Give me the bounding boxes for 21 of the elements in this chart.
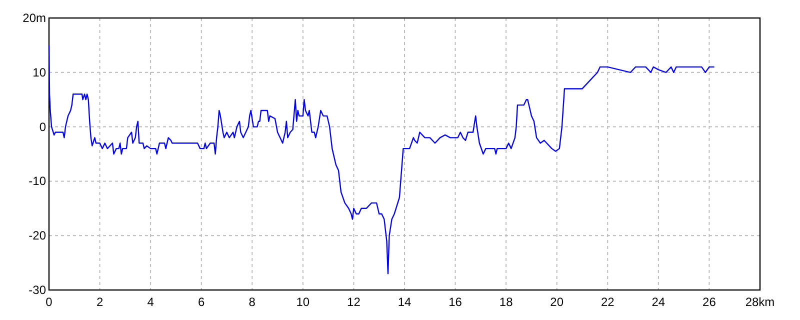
x-tick-label: 6 xyxy=(198,295,206,309)
x-tick-label: 8 xyxy=(248,295,256,309)
x-tick-label: 28km xyxy=(745,295,775,309)
y-tick-label: 10 xyxy=(32,65,46,80)
x-tick-label: 24 xyxy=(652,295,666,309)
x-tick-label: 12 xyxy=(347,295,361,309)
x-tick-label: 10 xyxy=(296,295,310,309)
x-tick-label: 14 xyxy=(398,295,412,309)
x-tick-label: 22 xyxy=(600,295,615,309)
y-tick-label: -30 xyxy=(28,283,46,297)
x-tick-label: 2 xyxy=(96,295,104,309)
x-tick-label: 26 xyxy=(702,295,716,309)
x-tick-label: 20 xyxy=(550,295,564,309)
x-tick-label: 4 xyxy=(147,295,154,309)
x-tick-label: 16 xyxy=(448,295,462,309)
y-tick-label: 20m xyxy=(22,11,46,25)
y-tick-label: -10 xyxy=(28,174,46,188)
line-series xyxy=(48,44,715,274)
x-tick-label: 18 xyxy=(499,295,514,309)
y-tick-label: -20 xyxy=(28,228,46,243)
y-tick-label: 0 xyxy=(39,120,46,134)
